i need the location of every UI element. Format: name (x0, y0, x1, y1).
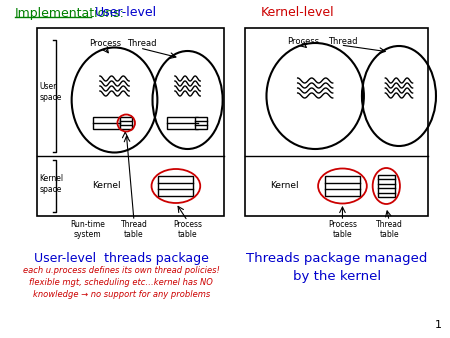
Text: Threads package managed
by the kernel: Threads package managed by the kernel (246, 252, 428, 283)
Text: Kernel-level: Kernel-level (261, 6, 334, 20)
Text: Thread
table: Thread table (376, 220, 403, 239)
Bar (36, 28, 224, 216)
Text: Implementations:: Implementations: (15, 6, 125, 20)
Text: Process: Process (89, 40, 121, 48)
Bar (167, 117, 198, 129)
Text: Thread: Thread (328, 38, 357, 47)
Bar (158, 176, 194, 196)
Text: Kernel
space: Kernel space (40, 174, 63, 194)
Bar (120, 117, 132, 129)
Text: Process
table: Process table (173, 220, 202, 239)
Text: User
space: User space (40, 82, 62, 102)
Text: Process: Process (288, 38, 320, 47)
Bar (195, 117, 207, 129)
Text: Process
table: Process table (328, 220, 357, 239)
Bar (378, 175, 395, 197)
Text: User-level  threads package: User-level threads package (34, 252, 209, 265)
Text: User-level: User-level (95, 6, 157, 20)
Bar (93, 117, 120, 129)
Text: 1: 1 (435, 320, 442, 330)
Text: each u.process defines its own thread policies!
flexible mgt, scheduling etc…ker: each u.process defines its own thread po… (23, 266, 220, 298)
Text: Thread
table: Thread table (121, 220, 148, 239)
Bar (245, 28, 428, 216)
Bar (325, 176, 360, 196)
Text: Run-time
system: Run-time system (70, 220, 105, 239)
Text: Thread: Thread (127, 40, 157, 48)
Text: Kernel: Kernel (92, 182, 121, 191)
Text: Kernel: Kernel (270, 182, 298, 191)
